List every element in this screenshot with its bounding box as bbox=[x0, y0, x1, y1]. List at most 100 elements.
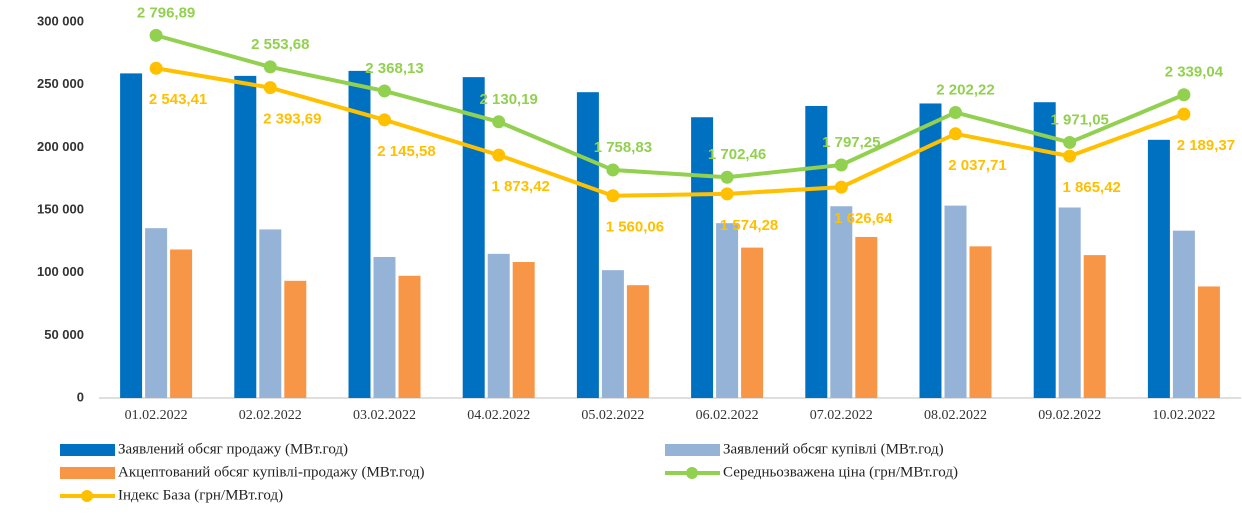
marker bbox=[492, 148, 506, 162]
bar bbox=[1172, 230, 1195, 398]
data-label: 1 626,64 bbox=[834, 210, 893, 227]
bar bbox=[601, 270, 624, 398]
marker bbox=[263, 60, 277, 74]
data-label: 2 393,69 bbox=[263, 111, 321, 128]
bar bbox=[234, 75, 257, 398]
bar bbox=[512, 262, 535, 398]
bar bbox=[259, 229, 282, 398]
bar bbox=[1033, 102, 1056, 399]
data-label: 2 553,68 bbox=[251, 36, 309, 53]
x-tick-label: 01.02.2022 bbox=[125, 408, 188, 423]
bar bbox=[145, 228, 168, 398]
legend-swatch bbox=[60, 444, 115, 456]
bar bbox=[626, 285, 649, 398]
marker bbox=[720, 170, 734, 184]
bar bbox=[1197, 286, 1220, 398]
bar bbox=[462, 77, 485, 398]
marker bbox=[1063, 149, 1077, 163]
marker bbox=[834, 180, 848, 194]
bar bbox=[969, 246, 992, 398]
legend-label: Заявлений обсяг купівлі (МВт.год) bbox=[723, 441, 944, 457]
bar bbox=[170, 249, 193, 398]
y-tick-label: 50 000 bbox=[44, 327, 84, 342]
legend-label: Заявлений обсяг продажу (МВт.год) bbox=[118, 441, 348, 457]
marker bbox=[263, 81, 277, 95]
data-label: 1 560,06 bbox=[606, 219, 664, 236]
x-tick-label: 04.02.2022 bbox=[467, 408, 530, 423]
data-label: 2 189,37 bbox=[1177, 137, 1235, 154]
marker bbox=[606, 189, 620, 203]
bar bbox=[1147, 139, 1170, 398]
bar bbox=[830, 206, 853, 398]
bar bbox=[348, 70, 371, 398]
bar bbox=[284, 280, 307, 398]
data-label: 2 145,58 bbox=[377, 143, 435, 160]
bar bbox=[944, 205, 967, 398]
marker bbox=[149, 61, 163, 75]
x-tick-label: 03.02.2022 bbox=[353, 408, 416, 423]
data-label: 1 702,46 bbox=[708, 146, 766, 163]
bar bbox=[855, 236, 878, 398]
marker bbox=[378, 113, 391, 127]
line bbox=[155, 66, 1185, 198]
legend-label: Індекс База (грн/МВт.год) bbox=[118, 487, 283, 503]
marker bbox=[606, 163, 620, 177]
marker bbox=[949, 105, 962, 119]
y-tick-label: 300 000 bbox=[37, 13, 84, 28]
legend-swatch bbox=[686, 467, 698, 479]
x-tick-label: 09.02.2022 bbox=[1038, 408, 1101, 423]
bar bbox=[398, 275, 421, 398]
legend-swatch bbox=[665, 444, 720, 456]
bar bbox=[373, 257, 396, 398]
data-label: 2 339,04 bbox=[1165, 64, 1224, 81]
data-label: 2 130,19 bbox=[480, 91, 538, 108]
data-label: 2 368,13 bbox=[365, 60, 423, 77]
data-label: 2 202,22 bbox=[936, 81, 994, 98]
data-label: 2 037,71 bbox=[948, 157, 1006, 174]
y-tick-label: 100 000 bbox=[37, 264, 84, 279]
bar bbox=[576, 92, 599, 398]
legend-swatch bbox=[81, 490, 93, 502]
x-tick-label: 02.02.2022 bbox=[239, 408, 302, 423]
data-label: 1 574,28 bbox=[720, 217, 778, 234]
y-tick-label: 150 000 bbox=[37, 201, 84, 216]
marker bbox=[378, 84, 391, 98]
legend-label: Акцептований обсяг купівлі-продажу (МВт.… bbox=[118, 464, 424, 480]
x-tick-label: 08.02.2022 bbox=[924, 408, 987, 423]
bar bbox=[691, 117, 714, 399]
bar bbox=[487, 253, 510, 398]
marker bbox=[149, 28, 163, 42]
marker bbox=[1177, 107, 1191, 121]
legend-swatch bbox=[60, 467, 115, 479]
bar bbox=[919, 103, 942, 398]
data-label: 1 797,25 bbox=[822, 134, 880, 151]
data-label: 2 796,89 bbox=[137, 4, 195, 21]
y-tick-label: 200 000 bbox=[37, 139, 84, 154]
marker bbox=[949, 127, 962, 141]
bar bbox=[1083, 255, 1106, 398]
legend-label: Середньозважена ціна (грн/МВт.год) bbox=[723, 464, 958, 480]
data-label: 1 873,42 bbox=[492, 178, 550, 195]
bar bbox=[716, 223, 739, 398]
bar bbox=[120, 73, 143, 399]
x-tick-label: 06.02.2022 bbox=[696, 408, 759, 423]
x-tick-label: 07.02.2022 bbox=[810, 408, 873, 423]
x-tick-label: 10.02.2022 bbox=[1152, 408, 1215, 423]
line bbox=[155, 33, 1185, 180]
marker bbox=[720, 187, 734, 201]
y-tick-label: 0 bbox=[77, 389, 84, 404]
data-label: 1 758,83 bbox=[594, 139, 652, 156]
marker bbox=[1177, 88, 1191, 102]
bar bbox=[805, 105, 828, 399]
data-label: 1 971,05 bbox=[1051, 111, 1109, 128]
bar bbox=[741, 247, 764, 398]
marker bbox=[834, 158, 848, 172]
bar bbox=[1058, 207, 1081, 398]
marker bbox=[492, 115, 506, 129]
data-label: 2 543,41 bbox=[149, 91, 207, 108]
marker bbox=[1063, 135, 1077, 149]
x-tick-label: 05.02.2022 bbox=[581, 408, 644, 423]
data-label: 1 865,42 bbox=[1063, 179, 1121, 196]
y-tick-label: 250 000 bbox=[37, 76, 84, 91]
